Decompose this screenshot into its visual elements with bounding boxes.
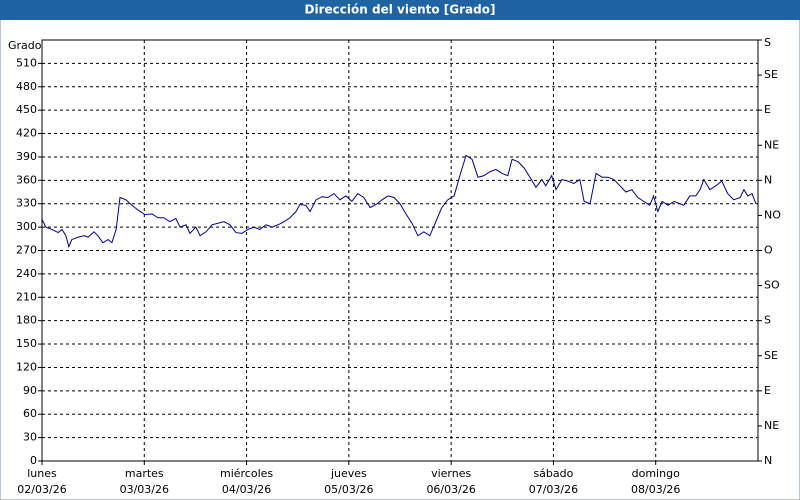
y2-tick-label: SE [764, 68, 778, 81]
y-tick-label: 30 [23, 431, 37, 444]
x-tick-date: 04/03/26 [222, 483, 271, 496]
plot-border [41, 39, 759, 462]
y-tick-label: 90 [23, 384, 37, 397]
y-tick-label: 60 [23, 407, 37, 420]
y-tick-label: 480 [16, 80, 37, 93]
x-tick-date: 07/03/26 [529, 483, 578, 496]
y2-tick-label: E [764, 384, 771, 397]
y-tick-label: 240 [16, 267, 37, 280]
y2-tick-label: S [764, 36, 771, 49]
y-tick-label: 300 [16, 220, 37, 233]
data-line [41, 154, 757, 249]
y-tick-label: 150 [16, 337, 37, 350]
y2-tick-label: S [764, 314, 771, 327]
x-tick-date: 03/03/26 [120, 483, 169, 496]
x-tick-label: miércoles [220, 467, 273, 480]
chart-title: Dirección del viento [Grado] [305, 3, 496, 17]
y-tick-label: 270 [16, 244, 37, 257]
y-axis-label: Grado [8, 39, 42, 52]
x-tick-date: 02/03/26 [17, 483, 66, 496]
x-tick-date: 06/03/26 [426, 483, 475, 496]
title-bar [0, 0, 800, 20]
x-tick-label: martes [125, 467, 164, 480]
y-tick-label: 390 [16, 150, 37, 163]
y-tick-label: 330 [16, 197, 37, 210]
y2-tick-label: E [764, 103, 771, 116]
x-tick-label: lunes [27, 467, 57, 480]
y-tick-label: 420 [16, 127, 37, 140]
y2-tick-label: SE [764, 349, 778, 362]
y-tick-label: 0 [30, 454, 37, 467]
y-tick-label: 510 [16, 56, 37, 69]
y-tick-label: 450 [16, 103, 37, 116]
y-tick-label: 120 [16, 360, 37, 373]
y2-tick-label: NE [764, 138, 779, 151]
y-tick-label: 210 [16, 290, 37, 303]
y2-tick-label: N [764, 454, 772, 467]
x-tick-label: jueves [330, 467, 367, 480]
y-tick-label: 360 [16, 173, 37, 186]
x-tick-label: domingo [632, 467, 680, 480]
x-tick-date: 05/03/26 [324, 483, 373, 496]
y2-tick-label: NE [764, 419, 779, 432]
x-tick-label: sábado [533, 467, 573, 480]
y2-tick-label: SO [764, 279, 780, 292]
y2-tick-label: NO [764, 208, 781, 221]
y2-tick-label: O [764, 244, 773, 257]
y-tick-label: 180 [16, 314, 37, 327]
x-tick-label: viernes [431, 467, 471, 480]
x-tick-date: 08/03/26 [631, 483, 680, 496]
y2-tick-label: N [764, 173, 772, 186]
